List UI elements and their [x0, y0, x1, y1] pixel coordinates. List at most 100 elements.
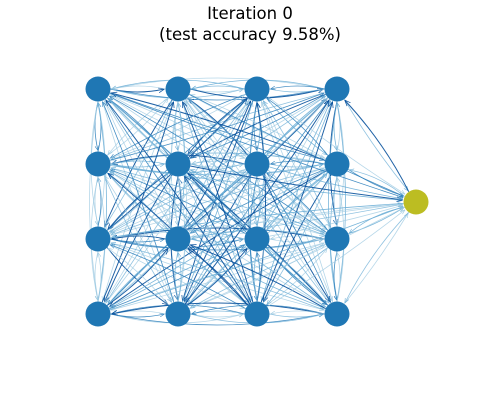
grid-node-r1-c3	[244, 76, 270, 102]
title-line-2: (test accuracy 9.58%)	[159, 25, 341, 44]
edge-121	[103, 101, 172, 229]
title-line-1: Iteration 0	[207, 4, 293, 23]
edge-219	[188, 248, 249, 306]
edge-146	[108, 247, 170, 305]
output-node	[403, 189, 429, 215]
edge-224	[269, 314, 324, 318]
edge-244	[345, 100, 410, 193]
edge-185	[103, 176, 172, 304]
edge-layer	[89, 77, 410, 326]
edge-161	[110, 243, 246, 308]
edge-133	[109, 243, 245, 308]
edge-148	[186, 247, 247, 305]
edge-189	[106, 248, 168, 306]
edge-18	[108, 97, 170, 155]
edge-215	[184, 176, 252, 304]
edge-229	[109, 171, 327, 308]
edge-20	[186, 97, 247, 155]
edge-179	[333, 251, 337, 301]
edge-144	[190, 239, 244, 243]
grid-node-r1-c4	[324, 76, 350, 102]
edge-91	[188, 98, 249, 156]
edge-75	[108, 98, 170, 156]
grid-node-r3-c3	[244, 226, 270, 252]
edge-239	[271, 310, 325, 314]
edge-45	[112, 77, 325, 89]
edge-183	[106, 98, 327, 306]
edge-131	[94, 251, 98, 301]
edge-151	[184, 101, 252, 229]
edge-206	[189, 245, 324, 310]
grid-node-r2-c4	[324, 151, 350, 177]
edge-235	[267, 248, 329, 306]
edge-157	[265, 173, 327, 231]
edge-190	[109, 245, 245, 310]
grid-node-r4-c4	[324, 301, 350, 327]
edge-173	[112, 227, 325, 239]
grid-node-r1-c1	[85, 76, 111, 102]
edge-237	[112, 302, 325, 314]
edge-114	[267, 172, 329, 230]
edge-249	[349, 170, 405, 197]
edge-177	[190, 243, 326, 308]
edge-106	[190, 95, 326, 160]
edge-213	[260, 102, 332, 303]
grid-node-r4-c1	[85, 301, 111, 327]
edge-153	[262, 101, 331, 229]
edge-182	[104, 100, 249, 305]
edge-54	[263, 99, 332, 227]
edge-208	[190, 314, 244, 318]
edge-218	[110, 245, 246, 310]
edge-227	[261, 102, 334, 303]
edge-86	[103, 174, 173, 302]
edge-241	[189, 94, 403, 197]
edge-210	[106, 100, 251, 305]
edge-243	[343, 98, 408, 191]
edge-195	[102, 102, 175, 303]
edge-4	[106, 97, 168, 155]
edge-199	[104, 176, 173, 304]
edge-228	[337, 103, 346, 302]
edge-164	[265, 247, 327, 305]
grid-node-r4-c3	[244, 301, 270, 327]
edge-178	[267, 247, 329, 305]
edge-50	[267, 97, 329, 155]
edge-259	[266, 210, 405, 308]
edge-260	[343, 213, 408, 305]
edge-217	[262, 176, 331, 304]
edge-204	[178, 253, 182, 302]
edge-231	[263, 176, 332, 304]
edge-137	[183, 101, 252, 229]
edge-165	[109, 96, 327, 233]
edge-95	[192, 160, 245, 164]
edge-240	[109, 92, 404, 197]
edge-11	[89, 101, 99, 301]
edge-111	[271, 160, 325, 164]
edge-22	[103, 99, 173, 227]
edge-123	[108, 96, 326, 233]
grid-node-r1-c2	[165, 76, 191, 102]
edge-252	[190, 204, 402, 238]
grid-node-r4-c2	[165, 301, 191, 327]
edge-258	[189, 207, 403, 310]
edge-221	[265, 248, 327, 306]
edge-31	[192, 85, 245, 89]
edge-72	[103, 174, 172, 302]
edge-107	[267, 98, 329, 156]
edge-8	[103, 99, 172, 227]
edge-49	[190, 93, 326, 158]
edge-5	[109, 93, 245, 158]
edge-250	[110, 204, 402, 238]
edge-61	[106, 98, 168, 156]
edge-203	[108, 248, 170, 306]
edge-96	[269, 164, 324, 168]
edge-251	[111, 203, 404, 237]
edge-181	[101, 102, 173, 303]
edge-253	[191, 203, 404, 237]
edge-59	[328, 101, 338, 301]
edge-82	[108, 172, 170, 230]
edge-242	[266, 95, 405, 194]
edge-261	[344, 211, 410, 303]
edge-63	[109, 93, 324, 161]
